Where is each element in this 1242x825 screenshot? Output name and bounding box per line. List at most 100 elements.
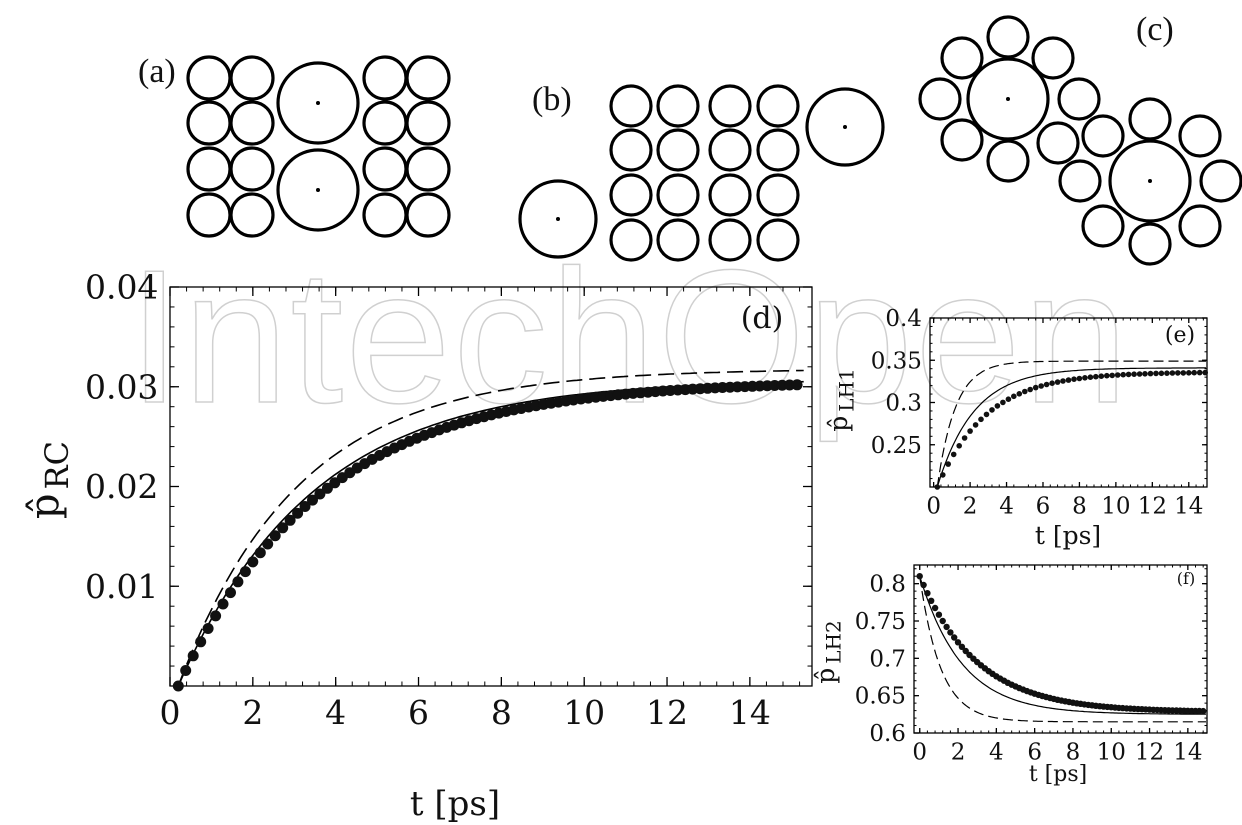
- series-point: [934, 484, 941, 490]
- small-antenna-ring: [405, 55, 451, 101]
- series-line-dashed: [177, 369, 804, 687]
- small-antenna-ring: [986, 139, 1030, 183]
- series-point: [1060, 378, 1066, 384]
- series-point: [956, 443, 962, 449]
- series-point: [1032, 384, 1039, 391]
- x-tick-label: 8: [491, 693, 512, 732]
- y-axis-subscript: LH1: [834, 368, 858, 411]
- small-antenna-ring: [1036, 121, 1080, 165]
- series-point: [225, 587, 236, 599]
- series-point: [1005, 396, 1012, 403]
- large-antenna-ring: [276, 148, 360, 232]
- series-point: [940, 472, 946, 478]
- y-tick-label: 0.35: [871, 348, 922, 374]
- series-point: [277, 522, 289, 534]
- small-antenna-ring: [362, 192, 408, 238]
- series-point: [1109, 372, 1115, 379]
- series-point: [1071, 376, 1077, 383]
- series-point: [972, 422, 979, 428]
- schematic-a-complex: [186, 55, 451, 238]
- small-antenna-ring: [656, 218, 700, 262]
- y-tick-label: 0.8: [869, 572, 906, 598]
- y-tick-label: 0.03: [85, 367, 158, 406]
- series-point: [180, 665, 192, 676]
- x-tick-label: 6: [1027, 739, 1042, 765]
- series-point: [924, 590, 931, 597]
- x-axis-label: t [ps]: [410, 784, 500, 824]
- series-point: [1114, 372, 1121, 378]
- series-point: [935, 611, 943, 618]
- large-antenna-ring: [805, 87, 885, 167]
- small-antenna-ring: [708, 84, 752, 128]
- center-dot: [1006, 97, 1010, 101]
- schematic-label-b: (b): [532, 81, 572, 118]
- small-antenna-ring: [362, 100, 408, 146]
- small-antenna-ring: [229, 100, 275, 146]
- small-antenna-ring: [186, 146, 232, 192]
- small-antenna-ring: [708, 128, 752, 172]
- small-antenna-ring: [229, 192, 275, 238]
- series-point: [284, 514, 296, 526]
- small-antenna-ring: [1178, 114, 1222, 158]
- x-axis-label: t [ps]: [1029, 762, 1087, 787]
- series-point: [239, 566, 251, 578]
- series-point: [1196, 369, 1203, 376]
- series-point: [1104, 372, 1110, 379]
- small-antenna-ring: [756, 218, 800, 262]
- small-antenna-ring: [405, 146, 451, 192]
- watermark-text: IntechOpen: [128, 231, 1130, 443]
- series-point: [962, 647, 969, 655]
- y-axis-symbol: p̂: [811, 668, 840, 684]
- series-point: [1125, 371, 1132, 378]
- series-point: [939, 617, 946, 625]
- small-antenna-ring: [918, 77, 962, 121]
- panel-label: (e): [1165, 323, 1195, 348]
- x-tick-label: 14: [729, 693, 771, 732]
- series-point: [292, 507, 304, 519]
- x-tick-label: 4: [989, 739, 1004, 765]
- series-point: [989, 407, 995, 413]
- series-point: [951, 634, 958, 641]
- series-point: [232, 576, 244, 588]
- small-antenna-ring: [186, 192, 232, 238]
- series-point: [1202, 369, 1208, 376]
- y-tick-label: 0.4: [885, 306, 922, 332]
- series-point: [916, 573, 923, 580]
- y-axis-subscript: LH2: [821, 620, 845, 663]
- series-point: [269, 530, 281, 542]
- series-point: [791, 379, 803, 391]
- series-point: [1136, 371, 1143, 377]
- series-point: [195, 636, 207, 648]
- x-tick-label: 10: [563, 693, 605, 732]
- series-point: [1049, 380, 1055, 387]
- y-axis-symbol: p̂: [824, 416, 853, 432]
- small-antenna-ring: [609, 173, 653, 217]
- y-axis-symbol: p̂: [22, 493, 68, 519]
- series-point: [961, 435, 968, 441]
- small-antenna-ring: [1128, 97, 1172, 141]
- series-point: [1076, 375, 1083, 382]
- series-point: [202, 623, 214, 634]
- center-dot: [316, 101, 320, 105]
- series-point: [262, 538, 274, 550]
- series-point: [1186, 370, 1192, 376]
- series-point: [1169, 370, 1176, 376]
- series-point: [1120, 371, 1126, 378]
- series-point: [950, 451, 957, 458]
- y-axis-label: p̂ RC: [22, 441, 76, 519]
- x-tick-label: 12: [646, 693, 688, 732]
- series-point: [1175, 370, 1181, 376]
- x-tick-label: 4: [325, 693, 346, 732]
- series-point: [307, 494, 318, 506]
- series-point: [1027, 386, 1033, 393]
- series-point: [1147, 370, 1154, 377]
- series-point: [983, 411, 990, 418]
- series-point: [1011, 393, 1017, 400]
- series-point: [943, 623, 950, 631]
- y-tick-label: 0.7: [869, 646, 906, 672]
- x-tick-label: 12: [1138, 493, 1167, 519]
- small-antenna-ring: [1128, 222, 1172, 266]
- center-dot: [843, 125, 847, 129]
- y-axis-label: p̂ LH1: [824, 368, 858, 431]
- small-antenna-ring: [1057, 77, 1101, 121]
